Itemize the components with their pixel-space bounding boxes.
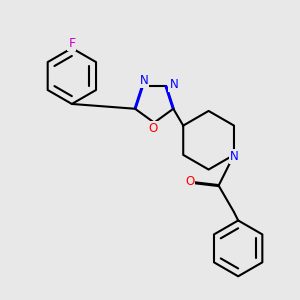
Text: F: F (68, 37, 75, 50)
Text: N: N (140, 74, 148, 87)
Text: O: O (185, 175, 194, 188)
Text: N: N (230, 150, 238, 163)
Text: O: O (148, 122, 158, 135)
Text: N: N (169, 78, 178, 92)
